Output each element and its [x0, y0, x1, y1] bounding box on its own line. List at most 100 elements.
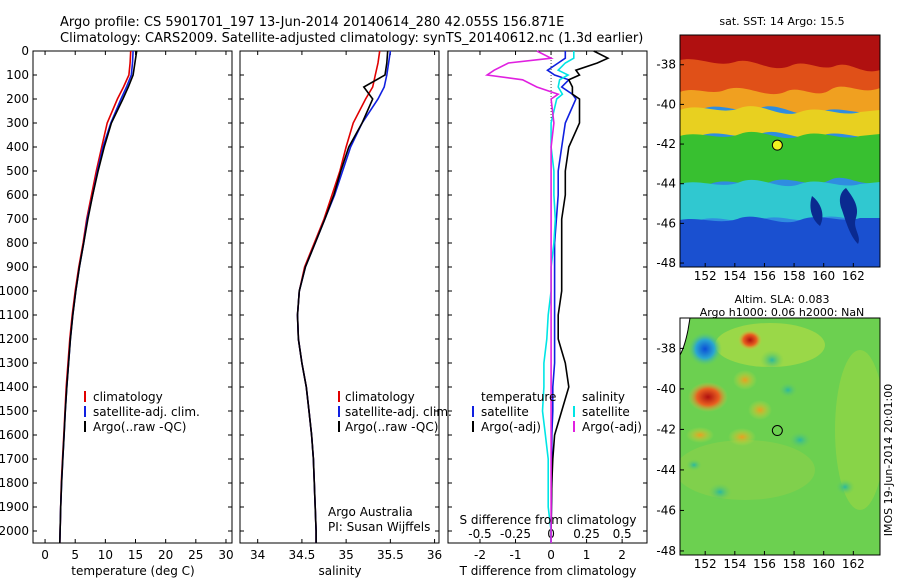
- depth-tick-label: 600: [6, 188, 29, 202]
- depth-tick-label: 1700: [0, 452, 29, 466]
- figure-title-line1: Argo profile: CS 5901701_197 13-Jun-2014…: [60, 15, 564, 30]
- legend-salinity-title: salinity: [582, 390, 625, 404]
- depth-tick-label: 700: [6, 212, 29, 226]
- t-difference-xlabel: T difference from climatology: [459, 564, 637, 578]
- series-line-argo-raw-qc: [59, 50, 138, 544]
- sla-map-title: Altim. SLA: 0.083: [734, 293, 829, 306]
- x-tick-label: -2: [474, 548, 486, 562]
- series-line-salinity-satellite: [541, 51, 575, 543]
- depth-tick-label: 1500: [0, 404, 29, 418]
- legend-swatch-t-argo: [472, 421, 474, 432]
- map-x-tick-label: 162: [842, 557, 865, 571]
- annotation-pi: PI: Susan Wijffels: [328, 520, 430, 534]
- legend-temperature-title: temperature: [481, 390, 556, 404]
- map-y-tick-label: -38: [656, 58, 676, 72]
- sla-map-field: [680, 318, 880, 555]
- sla-map-axes: 152 154 156 158 160 162 -38 -40 -42 -44 -46 -48: [656, 341, 864, 571]
- temperature-x-axis: 0 5 10 15 20 25 30: [41, 51, 234, 562]
- s-difference-xlabel: S difference from climatology: [460, 513, 637, 527]
- x-tick-label: 0: [41, 548, 49, 562]
- depth-tick-label: 1000: [0, 284, 29, 298]
- legend-swatch-climatology: [338, 391, 340, 402]
- legend-swatch-satellite: [338, 406, 340, 417]
- depth-tick-label: 0: [21, 44, 29, 58]
- sst-map-frame: [679, 34, 881, 268]
- salinity-difference-axis: -0.5 -0.25 0 0.25 0.5: [468, 527, 631, 541]
- legend-t-satellite: satellite: [481, 405, 529, 419]
- depth-tick-label: 200: [6, 92, 29, 106]
- sla-map-subtitle: Argo h1000: 0.06 h2000: NaN: [700, 306, 865, 319]
- x-tick-label: 5: [71, 548, 79, 562]
- x-tick-label: 2: [618, 548, 626, 562]
- legend-satellite: satellite-adj. clim.: [93, 405, 200, 419]
- x-tick-label: 0.5: [613, 527, 632, 541]
- map-y-tick-label: -42: [656, 137, 676, 151]
- depth-tick-label: 1400: [0, 380, 29, 394]
- map-y-tick-label: -44: [656, 463, 676, 477]
- series-line-climatology: [296, 50, 381, 543]
- map-x-tick-label: 152: [694, 557, 717, 571]
- difference-panel: [447, 50, 648, 544]
- salinity-legend: climatology satellite-adj. clim. Argo(..…: [338, 390, 452, 434]
- depth-tick-label: 1800: [0, 476, 29, 490]
- map-x-tick-label: 160: [812, 557, 835, 571]
- map-y-tick-label: -48: [656, 256, 676, 270]
- argo-float-marker-sla: [771, 425, 783, 437]
- legend-satellite: satellite-adj. clim.: [345, 405, 452, 419]
- map-x-tick-label: 158: [783, 269, 806, 283]
- salinity-series: [296, 50, 392, 543]
- difference-legend: temperature salinity satellite Argo(-adj…: [472, 390, 642, 434]
- x-tick-label: 35.5: [377, 548, 404, 562]
- x-tick-label: 30: [218, 548, 233, 562]
- x-tick-label: 25: [188, 548, 203, 562]
- map-y-tick-label: -44: [656, 177, 676, 191]
- depth-tick-label: 1300: [0, 356, 29, 370]
- difference-x-axis: -2 -1 0 1 2: [474, 51, 626, 562]
- depth-tick-label: 100: [6, 68, 29, 82]
- map-y-tick-label: -40: [656, 97, 676, 111]
- x-tick-label: 10: [98, 548, 113, 562]
- map-y-tick-label: -38: [656, 341, 676, 355]
- legend-s-satellite: satellite: [582, 405, 630, 419]
- legend-swatch-argo: [84, 421, 86, 432]
- map-x-tick-label: 156: [753, 557, 776, 571]
- x-tick-label: 15: [128, 548, 143, 562]
- legend-swatch-s-argo: [573, 421, 575, 432]
- series-line-argo-raw-qc: [296, 50, 389, 543]
- x-tick-label: 1: [583, 548, 591, 562]
- depth-tick-label: 1900: [0, 500, 29, 514]
- x-tick-label: 0.25: [573, 527, 600, 541]
- map-x-tick-label: 154: [723, 557, 746, 571]
- sst-map-title: sat. SST: 14 Argo: 15.5: [719, 15, 844, 28]
- map-x-tick-label: 162: [842, 269, 865, 283]
- salinity-xlabel: salinity: [318, 564, 361, 578]
- depth-tick-label: 1600: [0, 428, 29, 442]
- annotation-argo-australia: Argo Australia: [328, 505, 413, 519]
- sla-map-frame: [679, 317, 881, 556]
- depth-tick-label: 900: [6, 260, 29, 274]
- map-y-tick-label: -46: [656, 503, 676, 517]
- legend-argo: Argo(..raw -QC): [345, 420, 438, 434]
- legend-swatch-s-satellite: [573, 406, 575, 417]
- legend-argo: Argo(..raw -QC): [93, 420, 186, 434]
- x-tick-label: 20: [158, 548, 173, 562]
- map-x-tick-label: 154: [723, 269, 746, 283]
- series-line-salinity-argo-adj: [484, 50, 560, 543]
- series-line-satellite-adj-clim: [296, 50, 392, 543]
- depth-tick-label: 1200: [0, 332, 29, 346]
- legend-t-argo: Argo(-adj): [481, 420, 541, 434]
- x-tick-label: 36: [427, 548, 442, 562]
- salinity-panel: [239, 50, 440, 544]
- difference-series: [484, 50, 610, 543]
- legend-swatch-satellite: [84, 406, 86, 417]
- map-y-tick-label: -42: [656, 422, 676, 436]
- imos-timestamp: IMOS 19-Jun-2014 20:01:00: [882, 384, 895, 537]
- depth-tick-label: 1100: [0, 308, 29, 322]
- temperature-legend: climatology satellite-adj. clim. Argo(..…: [84, 390, 200, 434]
- map-x-tick-label: 160: [812, 269, 835, 283]
- series-line-temperature-argo-adj: [550, 50, 610, 543]
- map-x-tick-label: 158: [783, 557, 806, 571]
- x-tick-label: 34.5: [289, 548, 316, 562]
- depth-tick-label: 300: [6, 116, 29, 130]
- legend-swatch-argo: [338, 421, 340, 432]
